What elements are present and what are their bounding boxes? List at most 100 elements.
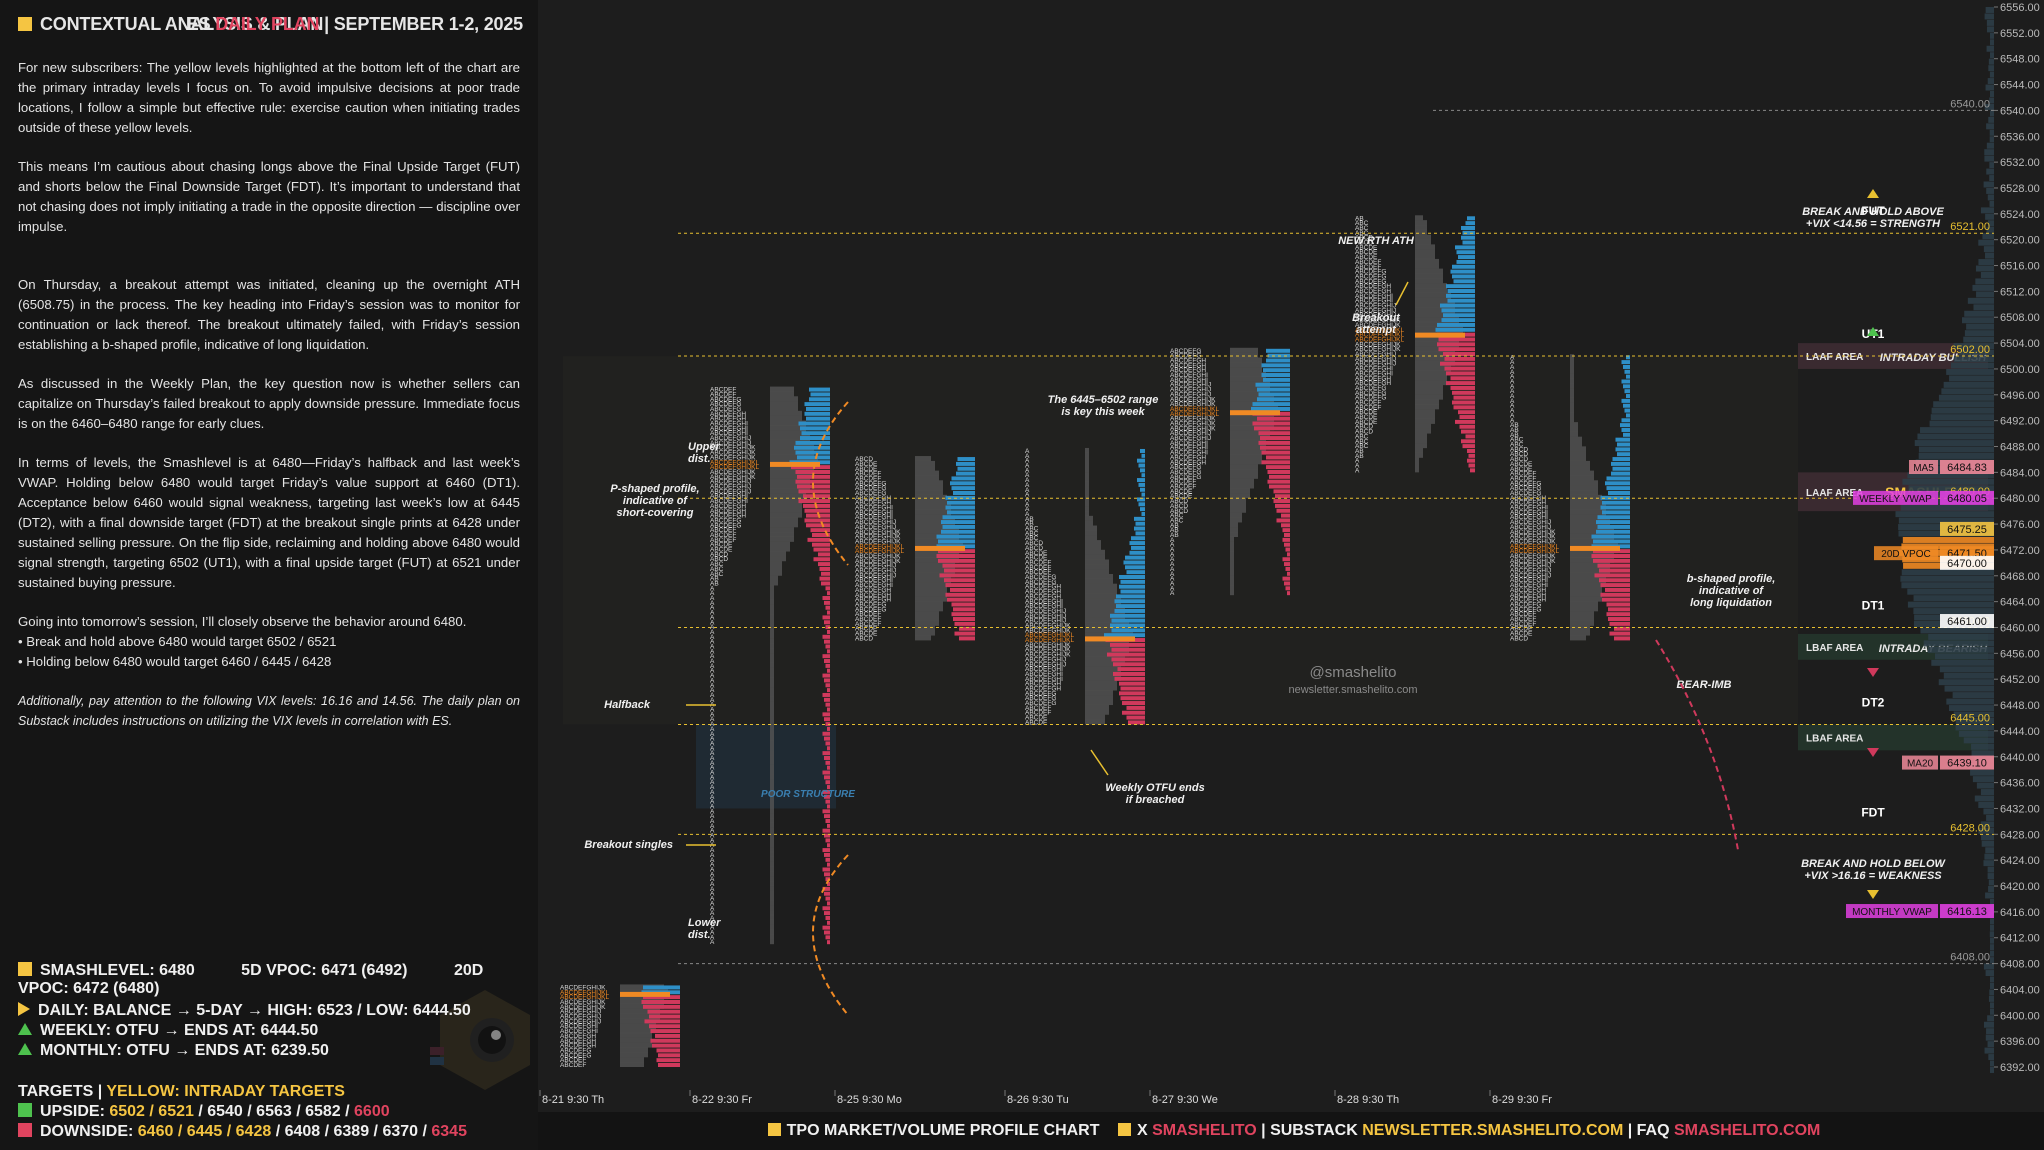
volume-bar (1457, 250, 1476, 254)
vpoc5-text: 5D VPOC: 6471 (6492) (241, 962, 407, 979)
lower-dist-label-2: dist. (688, 929, 711, 941)
volume-profile-bar (1946, 369, 1994, 375)
tpo-profile-bar (1570, 606, 1598, 611)
axis-tick-label: 6480.00 (2000, 493, 2040, 505)
b-shape-label-3: long liquidation (1690, 597, 1772, 609)
price-tag-label: MONTHLY VWAP (1852, 907, 1932, 918)
tpo-profile-bar (1570, 369, 1574, 374)
tpo-profile-bar (1415, 448, 1423, 453)
volume-bar (1122, 711, 1145, 715)
tpo-profile-bar (1085, 569, 1109, 574)
volume-bar (1461, 226, 1475, 230)
price-axis-svg[interactable]: 6392.00 6396.00 6400.00 6404.00 6408.00 6412.… (1994, 0, 2044, 1112)
footer-x-label: X (1137, 1122, 1148, 1139)
volume-bar (1623, 365, 1630, 369)
volume-bar (651, 1029, 681, 1033)
poc-marker (1230, 410, 1280, 415)
tpo-profile-bar (770, 668, 774, 673)
axis-tick-label: 6476.00 (2000, 519, 2040, 531)
downside-red: 6345 (431, 1123, 467, 1140)
volume-bar (1130, 551, 1146, 555)
tpo-profile-bar (1570, 509, 1606, 514)
tpo-profile-bar (770, 726, 774, 731)
volume-bar (826, 858, 831, 862)
tpo-profile-bar (1230, 547, 1234, 552)
tpo-profile-bar (1570, 417, 1574, 422)
tpo-profile-bar (620, 1052, 648, 1057)
plan-name: DAILY PLAN (215, 14, 319, 34)
volume-bar (1463, 444, 1476, 448)
tpo-profile-bar (1230, 459, 1262, 464)
volume-bar (1598, 564, 1631, 568)
level-value-label: 6408.00 (1950, 952, 1990, 964)
volume-bar (1286, 586, 1291, 590)
tpo-profile-bar (770, 702, 774, 707)
volume-bar (643, 1005, 680, 1009)
tpo-chart-area[interactable]: LAAF AREAINTRADAY BULLISHLAAF AREASMASHL… (538, 0, 1994, 1112)
tpo-profile-bar (1570, 378, 1574, 383)
upper-dist-label-2: dist. (688, 453, 711, 465)
volume-bar (1116, 594, 1145, 598)
volume-profile-bar (1935, 653, 1994, 659)
volume-bar (824, 814, 830, 818)
volume-bar (1122, 701, 1145, 705)
volume-profile-bar (1965, 330, 1994, 336)
volume-bar (1602, 501, 1630, 505)
volume-bar (1256, 383, 1291, 387)
tpo-profile-bar (1085, 530, 1097, 535)
price-axis[interactable]: 6392.00 6396.00 6400.00 6404.00 6408.00 6412.… (1994, 0, 2044, 1112)
footer-substack-link[interactable]: NEWSLETTER.SMASHELITO.COM (1362, 1122, 1623, 1139)
tpo-profile-bar (915, 456, 931, 461)
downside-targets: DOWNSIDE: 6460 / 6445 / 6428 / 6408 / 63… (18, 1123, 523, 1141)
tpo-profile-bar (770, 716, 774, 721)
targets-yellow: YELLOW: INTRADAY TARGETS (106, 1083, 345, 1100)
volume-bar (953, 491, 975, 495)
tpo-profile-bar (915, 616, 939, 621)
tpo-profile-bar (1570, 495, 1602, 500)
tpo-profile-bar (1415, 254, 1435, 259)
volume-bar (1442, 318, 1476, 322)
footer-faq-link[interactable]: SMASHELITO.COM (1674, 1122, 1820, 1139)
volume-bar (1121, 687, 1146, 691)
volume-bar (826, 800, 831, 804)
volume-bar (1283, 557, 1291, 561)
tpo-profile-bar (1085, 448, 1089, 453)
tpo-profile-bar (770, 542, 790, 547)
vpoc5-square-icon (219, 962, 233, 976)
weekly-structure: WEEKLY: OTFU → ENDS AT: 6444.50 (18, 1022, 523, 1040)
paragraph-7: Additionally, pay attention to the follo… (18, 691, 520, 731)
axis-tick-label: 6436.00 (2000, 778, 2040, 790)
levels-summary: SMASHLEVEL: 6480 5D VPOC: 6471 (6492) 20… (18, 962, 523, 998)
footer-x-handle[interactable]: SMASHELITO (1152, 1122, 1257, 1139)
volume-bar (1625, 409, 1631, 413)
volume-bar (1461, 236, 1475, 240)
tpo-profile-bar (770, 576, 778, 581)
tpo-profile-bar (770, 610, 774, 615)
axis-tick-label: 6452.00 (2000, 674, 2040, 686)
tpo-profile-bar (1230, 454, 1262, 459)
tpo-profile-bar (770, 852, 774, 857)
green-square-icon (18, 1103, 32, 1117)
tpo-chart[interactable]: LAAF AREAINTRADAY BULLISHLAAF AREASMASHL… (538, 0, 1994, 1112)
volume-bar (1281, 523, 1290, 527)
tpo-profile-bar (915, 471, 939, 476)
volume-bar (827, 804, 830, 808)
tpo-profile-bar (1230, 362, 1262, 367)
tpo-profile-bar (1415, 283, 1447, 288)
volume-bar (1623, 384, 1630, 388)
volume-profile-bar (1982, 233, 1994, 239)
tpo-profile-bar (770, 740, 774, 745)
volume-profile-bar (1981, 789, 1994, 795)
volume-bar (1622, 379, 1631, 383)
volume-bar (1469, 464, 1476, 468)
volume-bar (823, 615, 831, 619)
tpo-profile-bar (1085, 472, 1089, 477)
volume-profile-bar (1949, 705, 1994, 711)
volume-bar (824, 737, 830, 741)
axis-tick-label: 6464.00 (2000, 597, 2040, 609)
tpo-profile-bar (1085, 719, 1105, 724)
tpo-profile-bar (1230, 498, 1246, 503)
volume-profile-bar (1986, 970, 1994, 976)
volume-bar (1592, 535, 1631, 539)
tpo-profile-bar (1230, 372, 1266, 377)
